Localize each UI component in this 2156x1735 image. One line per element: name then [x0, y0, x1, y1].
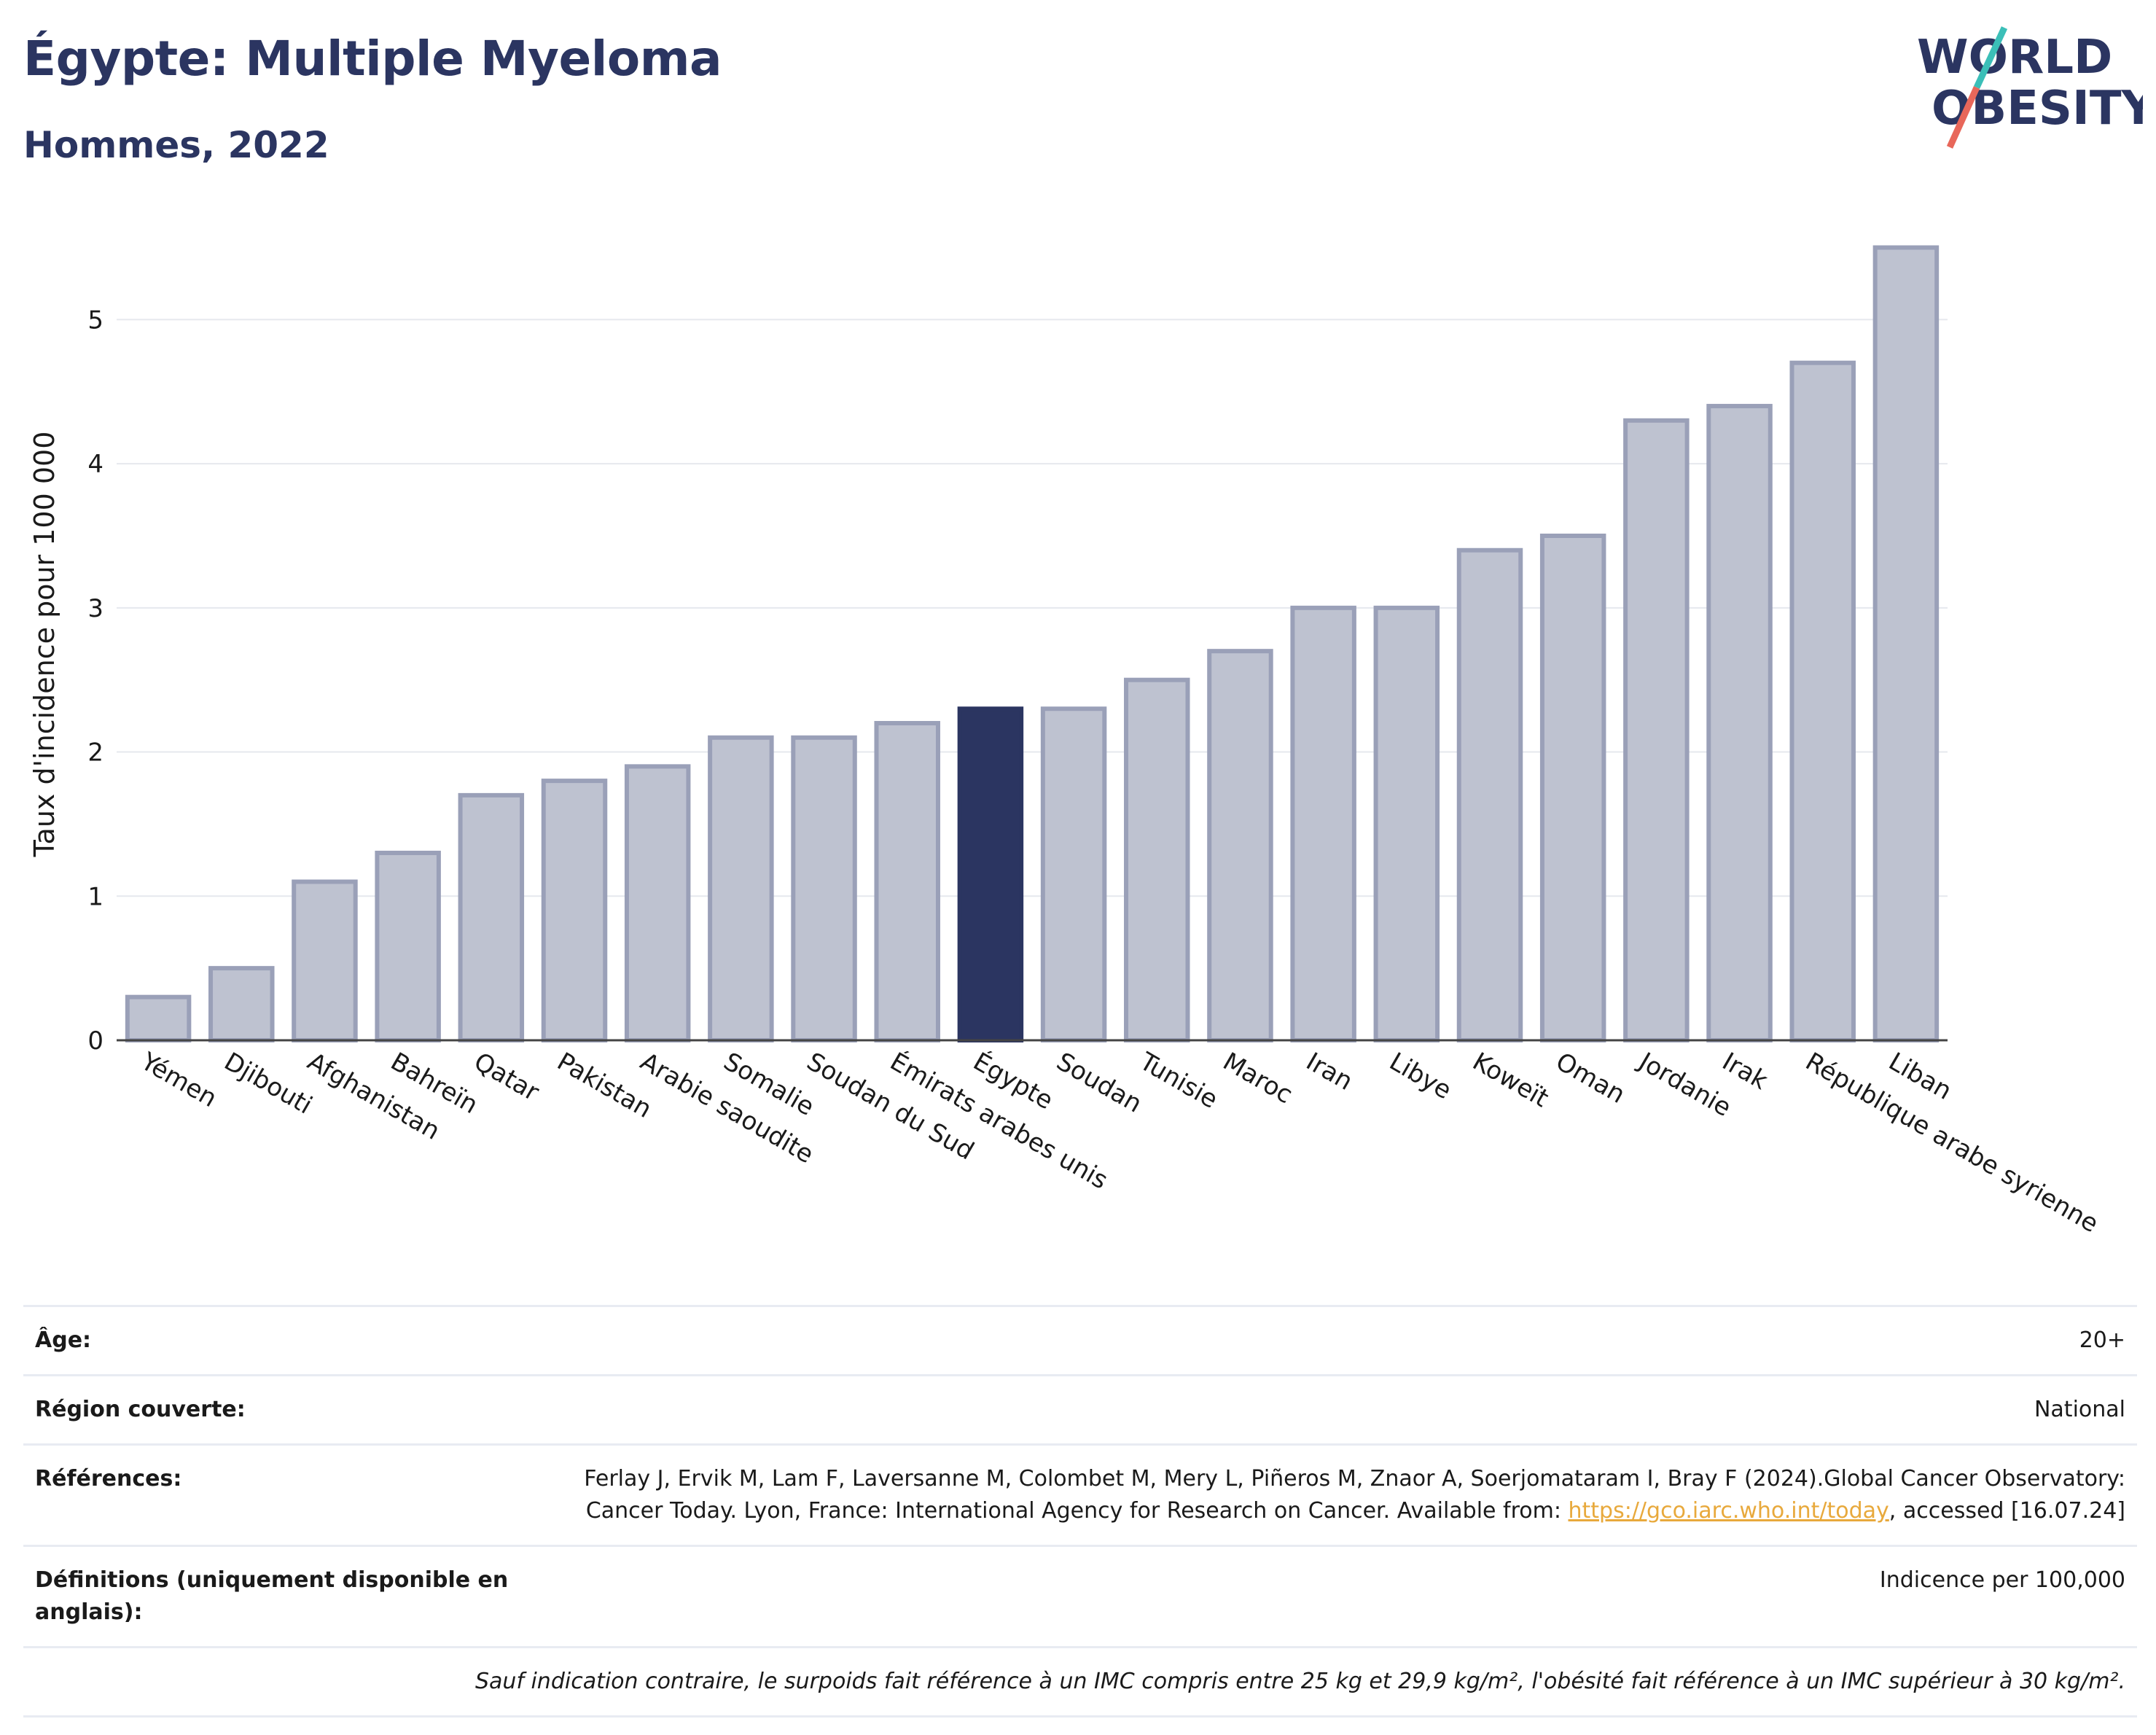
y-tick-label: 4	[87, 450, 103, 479]
meta-age-label: Âge:	[35, 1327, 92, 1353]
x-tick-label: République arabe syrienne	[1800, 1047, 2103, 1239]
x-tick-label: Maroc	[1218, 1047, 1297, 1110]
x-tick-label: Jordanie	[1633, 1046, 1736, 1123]
bar-13	[1207, 649, 1273, 1042]
bar-chart: 0 1 2 3 4 5 Taux d'incidence pour 100 000 Yémen…	[28, 245, 2104, 1239]
bar-5	[541, 779, 608, 1042]
x-tick-label: Oman	[1551, 1047, 1630, 1110]
world-obesity-logo: WORLD OBESITY	[1917, 26, 2143, 149]
meta-references-label: Références:	[35, 1466, 182, 1492]
references-link[interactable]: https://gco.iarc.who.int/today	[1568, 1498, 1889, 1524]
x-tick-label: Yémen	[136, 1047, 222, 1114]
x-tick-label: Pakistan	[552, 1047, 657, 1124]
meta-definitions-value: Indicence per 100,000	[1879, 1567, 2125, 1593]
x-tick-label: Irak	[1717, 1047, 1773, 1096]
bar-6	[624, 764, 691, 1043]
bar-16	[1456, 547, 1523, 1042]
x-tick-label: Koweït	[1468, 1047, 1554, 1113]
bar-1	[208, 966, 275, 1043]
bar-4	[458, 792, 525, 1042]
x-tick-label: Soudan	[1052, 1047, 1147, 1119]
y-tick-label: 1	[87, 882, 103, 911]
bar-19	[1706, 404, 1773, 1042]
meta-row-note: Sauf indication contraire, le surpoids f…	[23, 1646, 2137, 1718]
bar-3	[375, 850, 441, 1043]
y-tick-label: 0	[87, 1026, 103, 1056]
chart-title: Égypte: Multiple Myeloma	[23, 31, 722, 87]
bar-18	[1623, 418, 1690, 1042]
bar-2	[292, 879, 358, 1043]
meta-row-references: Références: Ferlay J, Ervik M, Lam F, La…	[23, 1443, 2137, 1545]
meta-row-definitions: Définitions (uniquement disponible en an…	[23, 1545, 2137, 1646]
x-tick-label: Iran	[1301, 1047, 1357, 1096]
references-text: Ferlay J, Ervik M, Lam F, Laversanne M, …	[584, 1466, 2125, 1524]
chart-subtitle: Hommes, 2022	[23, 124, 329, 166]
bar-7	[708, 735, 774, 1043]
references-accessed: , accessed [16.07.24]	[1889, 1498, 2125, 1524]
bar-11	[1040, 706, 1107, 1042]
logo-slash-teal	[1973, 26, 2008, 89]
y-tick-label: 5	[87, 305, 103, 335]
bar-8	[791, 735, 857, 1043]
bar-14	[1290, 605, 1356, 1042]
x-tick-label: Libye	[1384, 1047, 1456, 1105]
logo-line1: WORLD	[1917, 31, 2112, 85]
y-axis-title: Taux d'incidence pour 100 000	[28, 432, 60, 858]
meta-definitions-label: Définitions (uniquement disponible en an…	[35, 1567, 509, 1625]
meta-region-label: Région couverte:	[35, 1397, 246, 1422]
x-tick-label: Djibouti	[219, 1047, 317, 1120]
meta-region-value: National	[2034, 1397, 2125, 1422]
bar-0	[125, 994, 192, 1042]
bar-21	[1872, 245, 1940, 1043]
meta-row-region: Région couverte: National	[23, 1374, 2137, 1443]
bar-15	[1373, 605, 1440, 1042]
bar-10	[957, 706, 1024, 1042]
y-tick-label: 2	[87, 738, 103, 768]
bar-12	[1124, 677, 1190, 1043]
meta-references-value: Ferlay J, Ervik M, Lam F, Laversanne M, …	[558, 1463, 2125, 1527]
bar-17	[1539, 533, 1606, 1042]
bar-9	[874, 721, 940, 1042]
meta-row-age: Âge: 20+	[23, 1305, 2137, 1374]
logo-slash-coral	[1946, 86, 1980, 149]
x-tick-label: Tunisie	[1134, 1047, 1223, 1115]
y-tick-label: 3	[87, 594, 103, 623]
bar-20	[1789, 360, 1856, 1042]
metadata-table: Âge: 20+ Région couverte: National Référ…	[23, 1305, 2137, 1718]
meta-note: Sauf indication contraire, le surpoids f…	[474, 1669, 2125, 1694]
meta-age-value: 20+	[2079, 1327, 2125, 1353]
